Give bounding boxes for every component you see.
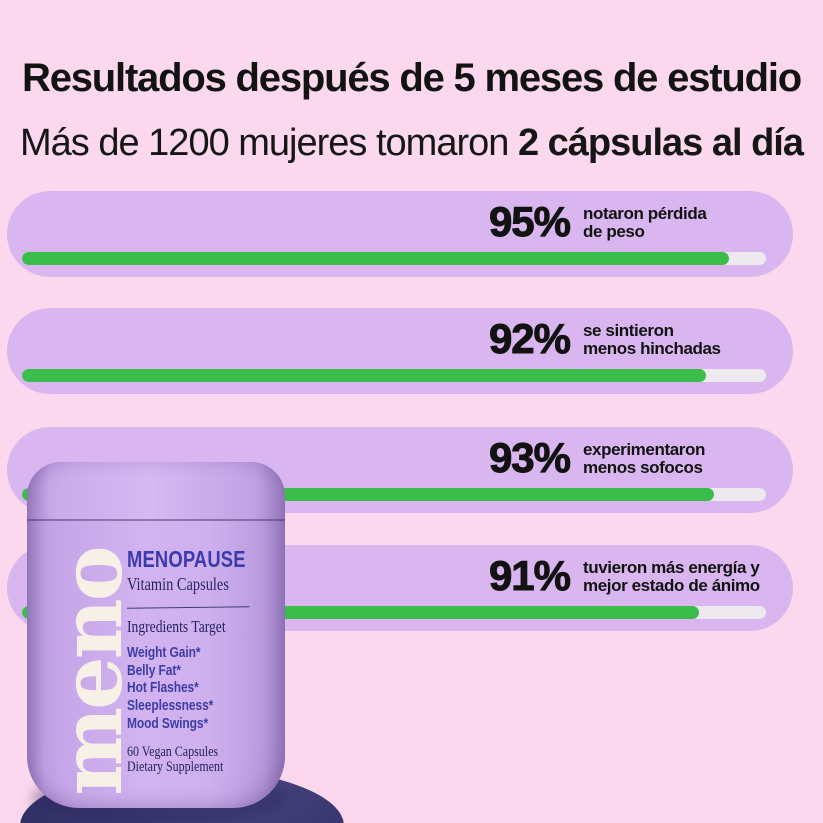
stat-label-line1: se sintieron (583, 321, 674, 340)
bottle-cap (27, 462, 285, 521)
stat-label-line2: menos sofocos (583, 458, 703, 477)
target-item: Hot Flashes* (127, 679, 199, 697)
subtitle-bold: 2 cápsulas al día (517, 122, 804, 164)
subtitle-regular: Más de 1200 mujeres tomaron (20, 122, 518, 164)
stat-percent: 95% (488, 198, 571, 245)
bottle-label: MENOPAUSE Vitamin Capsules Ingredients T… (126, 546, 287, 776)
stat-label-line1: notaron pérdida (583, 204, 707, 223)
stat-label-line2: de peso (583, 222, 645, 241)
stat-label: se sintieron menos hinchadas (583, 322, 721, 358)
stat-label: experimentaron menos sofocos (583, 441, 705, 477)
stat-percent: 92% (488, 315, 571, 362)
stat-label: notaron pérdida de peso (583, 204, 707, 241)
progress-fill (22, 252, 729, 265)
brand-logo: meno (42, 548, 141, 796)
progress-track (22, 369, 766, 382)
stat-percent: 93% (488, 434, 571, 481)
stat-percent: 91% (488, 552, 571, 599)
product-bottle: meno MENOPAUSE Vitamin Capsules Ingredie… (27, 462, 285, 808)
progress-fill (22, 369, 707, 382)
stat-label-line2: mejor estado de ánimo (583, 576, 760, 595)
target-item: Mood Swings* (127, 714, 209, 732)
label-divider (126, 606, 250, 609)
stat-label: tuvieron más energía y mejor estado de á… (583, 559, 760, 595)
product-name: MENOPAUSE (127, 546, 246, 572)
stat-pill-weight-loss: 95% notaron pérdida de peso (7, 191, 793, 277)
stat-label-line2: menos hinchadas (583, 339, 721, 358)
supplement-type: Dietary Supplement (127, 759, 224, 776)
target-item: Belly Fat* (127, 661, 181, 679)
progress-track (22, 252, 766, 265)
ingredients-heading: Ingredients Target (127, 617, 226, 636)
stat-label-line1: experimentaron (583, 440, 705, 459)
target-item: Weight Gain* (127, 644, 201, 661)
subtitle: Más de 1200 mujeres tomaron 2 cápsulas a… (0, 120, 823, 166)
capsules-count: 60 Vegan Capsules (127, 743, 219, 760)
product-type: Vitamin Capsules (127, 574, 229, 594)
page-title: Resultados después de 5 meses de estudio (22, 55, 802, 100)
stat-label-line1: tuvieron más energía y (583, 558, 760, 577)
ingredient-targets-list: Weight Gain* Belly Fat* Hot Flashes* Sle… (127, 644, 287, 733)
target-item: Sleeplessness* (127, 697, 214, 715)
stat-pill-bloating: 92% se sintieron menos hinchadas (7, 308, 793, 394)
